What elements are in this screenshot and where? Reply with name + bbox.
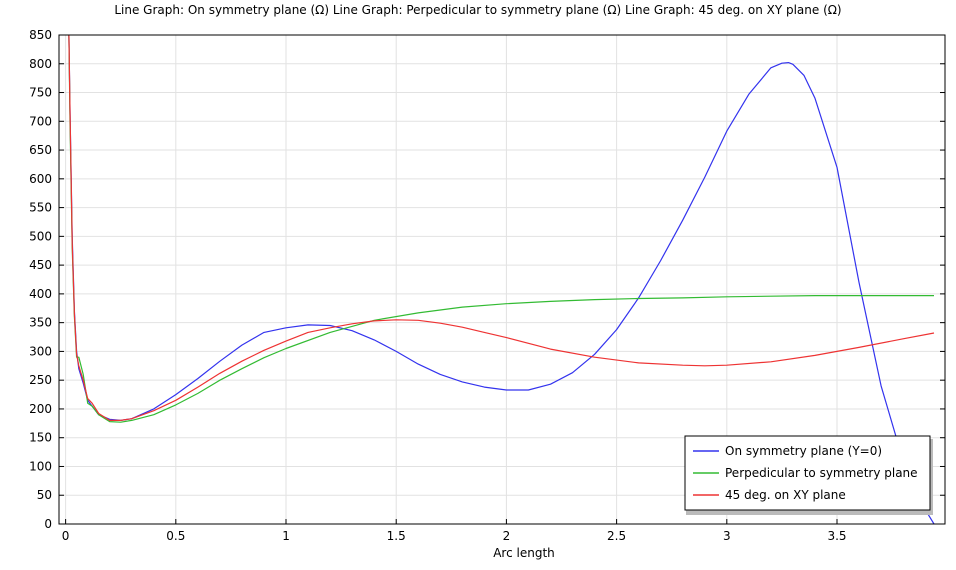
series-line-2	[68, 35, 934, 423]
y-tick-label: 300	[29, 344, 52, 358]
y-tick-label: 150	[29, 431, 52, 445]
y-tick-label: 650	[29, 143, 52, 157]
y-tick-label: 400	[29, 287, 52, 301]
legend-box	[684, 435, 931, 511]
y-tick-label: 450	[29, 258, 52, 272]
y-tick-label: 50	[37, 488, 52, 502]
y-tick-label: 600	[29, 172, 52, 186]
series-lines	[68, 35, 935, 524]
chart-title: Line Graph: On symmetry plane (Ω) Line G…	[114, 3, 842, 17]
y-tick-label: 800	[29, 57, 52, 71]
y-tick-label: 500	[29, 229, 52, 243]
y-tick-label: 100	[29, 459, 52, 473]
x-tick-label: 2	[503, 529, 511, 543]
y-tick-label: 250	[29, 373, 52, 387]
legend: On symmetry plane (Y=0) Perpedicular to s…	[684, 435, 933, 515]
legend-label-1: On symmetry plane (Y=0)	[725, 444, 882, 458]
series-line-3	[68, 35, 935, 421]
y-tick-label: 200	[29, 402, 52, 416]
x-tick-label: 0	[62, 529, 70, 543]
axis-ticks: 0 0.5 1 1.5 2 2.5 3 3.5 0 50 100 150 200 250 300 350 400…	[29, 28, 945, 543]
x-tick-label: 2.5	[607, 529, 626, 543]
x-tick-label: 1	[282, 529, 290, 543]
legend-label-2: Perpedicular to symmetry plane	[725, 466, 918, 480]
y-tick-label: 550	[29, 201, 52, 215]
legend-label-3: 45 deg. on XY plane	[725, 488, 846, 502]
x-tick-label: 1.5	[387, 529, 406, 543]
y-tick-label: 750	[29, 86, 52, 100]
x-tick-label: 3	[723, 529, 731, 543]
y-tick-label: 700	[29, 114, 52, 128]
y-tick-label: 850	[29, 28, 52, 42]
y-tick-label: 350	[29, 316, 52, 330]
x-tick-label: 3.5	[827, 529, 846, 543]
x-tick-label: 0.5	[166, 529, 185, 543]
plot-frame	[58, 34, 946, 525]
x-axis-label: Arc length	[493, 546, 555, 560]
y-tick-label: 0	[44, 517, 52, 531]
